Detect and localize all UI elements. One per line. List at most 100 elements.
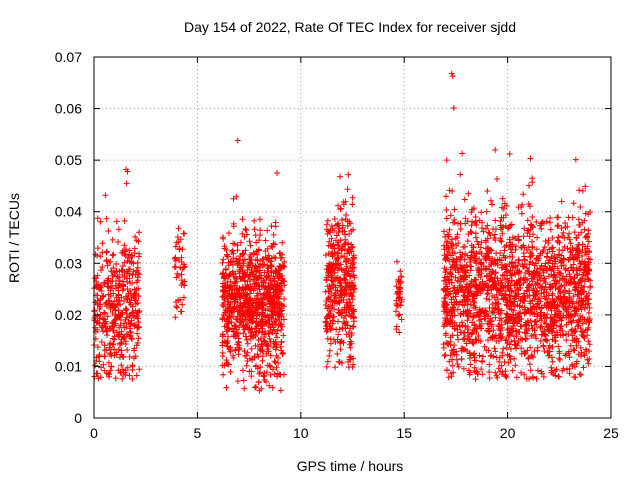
data-point (328, 273, 335, 280)
data-point (574, 246, 581, 253)
data-point (457, 220, 464, 227)
data-point (234, 137, 241, 144)
data-point (272, 321, 279, 328)
data-point (230, 352, 237, 359)
data-point (470, 351, 477, 358)
data-point (332, 339, 339, 346)
data-point (255, 247, 262, 254)
data-point (477, 316, 484, 323)
data-point (575, 216, 582, 223)
data-point (551, 252, 558, 259)
data-point (508, 249, 515, 256)
data-point (394, 302, 401, 309)
data-point (243, 308, 250, 315)
data-point (115, 332, 122, 339)
data-point (115, 274, 122, 281)
data-point (556, 356, 563, 363)
data-point (528, 352, 535, 359)
data-point (440, 285, 447, 292)
data-point (103, 328, 110, 335)
data-point (347, 272, 354, 279)
data-point (246, 314, 253, 321)
data-point (579, 320, 586, 327)
data-point (556, 355, 563, 362)
data-point (324, 358, 331, 365)
data-point (245, 300, 252, 307)
data-point (350, 323, 357, 330)
data-point (447, 252, 454, 259)
data-point (96, 352, 103, 359)
data-point (251, 384, 258, 391)
data-point (447, 270, 454, 277)
data-point (244, 308, 251, 315)
data-point (517, 295, 524, 302)
data-point (348, 330, 355, 337)
data-point (262, 248, 269, 255)
data-point (524, 217, 531, 224)
data-point (234, 378, 241, 385)
data-point (501, 200, 508, 207)
data-point (235, 344, 242, 351)
data-point (514, 286, 521, 293)
data-point (573, 265, 580, 272)
data-point (565, 256, 572, 263)
data-point (124, 278, 131, 285)
data-point (526, 286, 533, 293)
data-point (484, 222, 491, 229)
data-point (484, 284, 491, 291)
data-point (240, 323, 247, 330)
data-point (96, 286, 103, 293)
data-point (525, 319, 532, 326)
data-point (483, 295, 490, 302)
y-tick-label: 0 (74, 410, 82, 426)
data-point (113, 261, 120, 268)
data-point (443, 367, 450, 374)
data-point (544, 299, 551, 306)
data-point (462, 276, 469, 283)
data-point (497, 235, 504, 242)
data-point (257, 257, 264, 264)
data-point (240, 250, 247, 257)
data-point (473, 221, 480, 228)
data-point (489, 268, 496, 275)
data-point (256, 370, 263, 377)
data-point (502, 291, 509, 298)
data-point (135, 293, 142, 300)
data-point (534, 280, 541, 287)
data-point (101, 367, 108, 374)
data-point (569, 332, 576, 339)
data-point (240, 330, 247, 337)
data-point (97, 253, 104, 260)
x-tick-label: 15 (396, 425, 412, 441)
data-point (527, 344, 534, 351)
data-point (514, 317, 521, 324)
data-point (441, 277, 448, 284)
data-point (467, 256, 474, 263)
data-point (570, 200, 577, 207)
data-point (583, 271, 590, 278)
data-point (456, 323, 463, 330)
data-point (107, 258, 114, 265)
data-point (337, 287, 344, 294)
data-point (441, 252, 448, 259)
data-point (278, 320, 285, 327)
data-point (541, 312, 548, 319)
data-point (345, 171, 352, 178)
data-point (270, 344, 277, 351)
data-point (572, 286, 578, 293)
data-point (541, 328, 548, 335)
data-point (452, 267, 459, 274)
data-point (560, 255, 567, 262)
data-point (527, 253, 534, 260)
data-point (342, 312, 349, 319)
data-point (129, 279, 136, 286)
data-point (512, 293, 519, 300)
data-point (240, 274, 247, 281)
data-point (107, 305, 114, 312)
data-point (133, 372, 140, 379)
data-point (518, 369, 525, 376)
data-point (486, 361, 493, 368)
data-point (570, 317, 577, 324)
data-point (343, 290, 350, 297)
data-point (565, 319, 572, 326)
